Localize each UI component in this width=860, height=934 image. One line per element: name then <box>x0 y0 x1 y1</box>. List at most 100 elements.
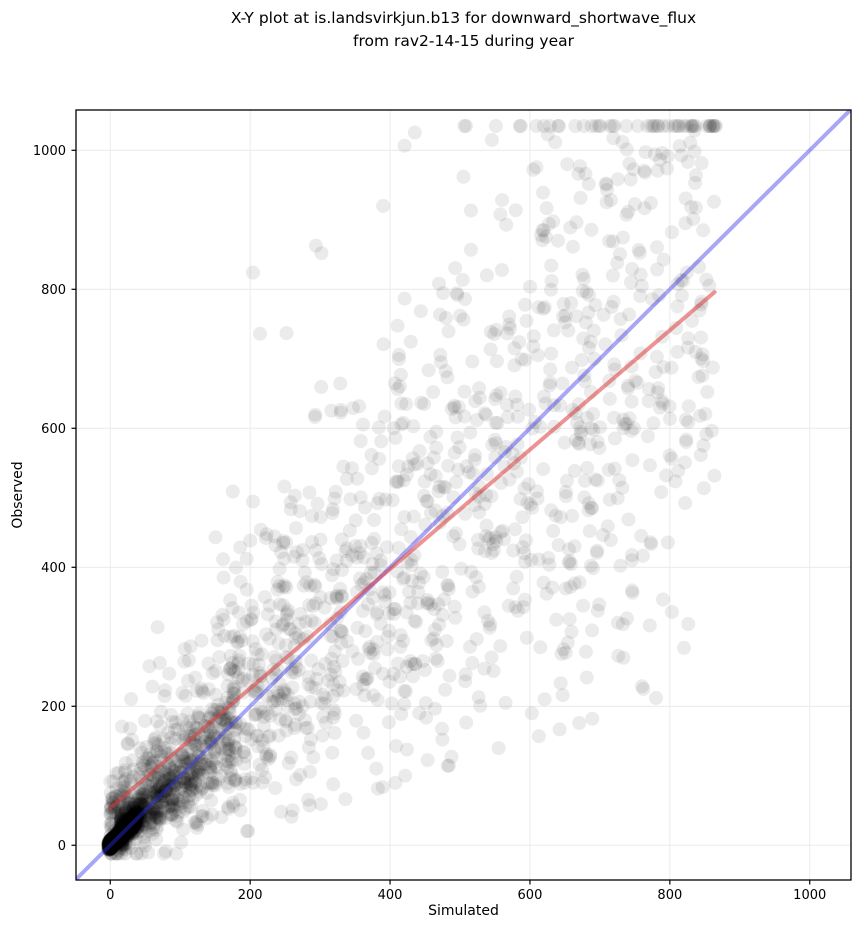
data-point <box>130 812 145 827</box>
data-point <box>237 756 252 771</box>
data-point <box>118 811 133 826</box>
data-point <box>105 837 120 852</box>
data-point <box>127 811 142 826</box>
data-point <box>103 841 118 856</box>
data-point <box>103 841 118 856</box>
data-point <box>125 798 140 813</box>
data-point <box>323 591 338 605</box>
data-point <box>105 838 120 853</box>
data-point <box>257 590 272 605</box>
data-point <box>104 835 119 850</box>
data-point <box>114 820 128 835</box>
data-point <box>120 827 135 842</box>
data-point <box>376 337 391 352</box>
data-point <box>284 809 299 824</box>
data-point <box>288 626 303 641</box>
data-point <box>394 396 409 411</box>
data-point <box>108 835 123 850</box>
data-point <box>679 435 694 449</box>
data-point <box>212 722 227 737</box>
data-point <box>656 592 670 607</box>
data-point <box>287 488 302 503</box>
data-point <box>116 814 131 829</box>
data-point <box>115 815 130 830</box>
data-point <box>610 615 625 630</box>
data-point <box>131 819 146 834</box>
data-point <box>483 617 498 632</box>
data-point <box>105 839 120 854</box>
data-point <box>493 525 508 540</box>
data-point <box>105 835 120 850</box>
data-point <box>277 682 292 697</box>
data-point <box>102 842 117 857</box>
data-point <box>353 571 367 586</box>
data-point <box>103 838 118 853</box>
data-point <box>153 780 168 795</box>
data-point <box>312 551 327 566</box>
data-point <box>123 825 138 840</box>
data-point <box>585 501 600 516</box>
data-point <box>121 820 136 835</box>
data-point <box>402 584 417 599</box>
data-point <box>150 806 164 821</box>
data-point <box>397 570 412 585</box>
data-point <box>518 554 532 569</box>
data-point <box>126 816 141 831</box>
data-point <box>376 198 391 213</box>
data-point <box>428 468 443 483</box>
data-point <box>113 819 128 834</box>
data-point <box>243 533 258 548</box>
data-point <box>659 468 674 483</box>
data-point <box>530 491 545 506</box>
data-point <box>491 741 506 756</box>
data-point <box>101 840 116 855</box>
data-point <box>281 699 295 714</box>
data-point <box>531 729 546 744</box>
data-point <box>376 666 390 681</box>
data-point <box>463 639 477 654</box>
data-point <box>541 551 556 565</box>
data-point <box>122 815 137 830</box>
data-point <box>104 834 119 849</box>
data-point <box>111 832 126 847</box>
data-point <box>326 629 341 644</box>
data-point <box>110 828 125 843</box>
data-point <box>122 811 137 826</box>
data-point <box>101 840 116 855</box>
data-point <box>506 543 521 558</box>
data-point <box>138 817 153 832</box>
data-point <box>316 687 331 702</box>
data-point <box>108 832 123 847</box>
data-point <box>391 352 406 366</box>
data-point <box>124 823 139 837</box>
data-point <box>444 401 459 416</box>
data-point <box>103 840 118 854</box>
data-point <box>125 814 140 829</box>
data-point <box>177 775 191 790</box>
data-point <box>683 119 698 133</box>
data-point <box>255 775 270 790</box>
data-point <box>163 746 178 760</box>
data-point <box>144 782 159 797</box>
data-point <box>678 412 693 427</box>
data-point <box>106 835 121 850</box>
data-point <box>148 800 163 815</box>
data-point <box>102 836 116 851</box>
data-point <box>285 680 300 695</box>
data-point <box>119 826 134 841</box>
data-point <box>281 756 296 771</box>
data-point <box>449 286 464 301</box>
data-point <box>568 433 583 447</box>
data-point <box>315 728 330 743</box>
y-tick-label: 600 <box>41 422 66 437</box>
data-point <box>636 681 651 696</box>
data-point <box>176 791 191 805</box>
data-point <box>111 827 126 842</box>
data-point <box>104 816 119 831</box>
data-point <box>132 807 147 822</box>
data-point <box>103 838 118 853</box>
data-point <box>302 764 317 779</box>
data-point <box>110 832 125 846</box>
data-point <box>106 835 121 850</box>
data-point <box>208 778 223 793</box>
